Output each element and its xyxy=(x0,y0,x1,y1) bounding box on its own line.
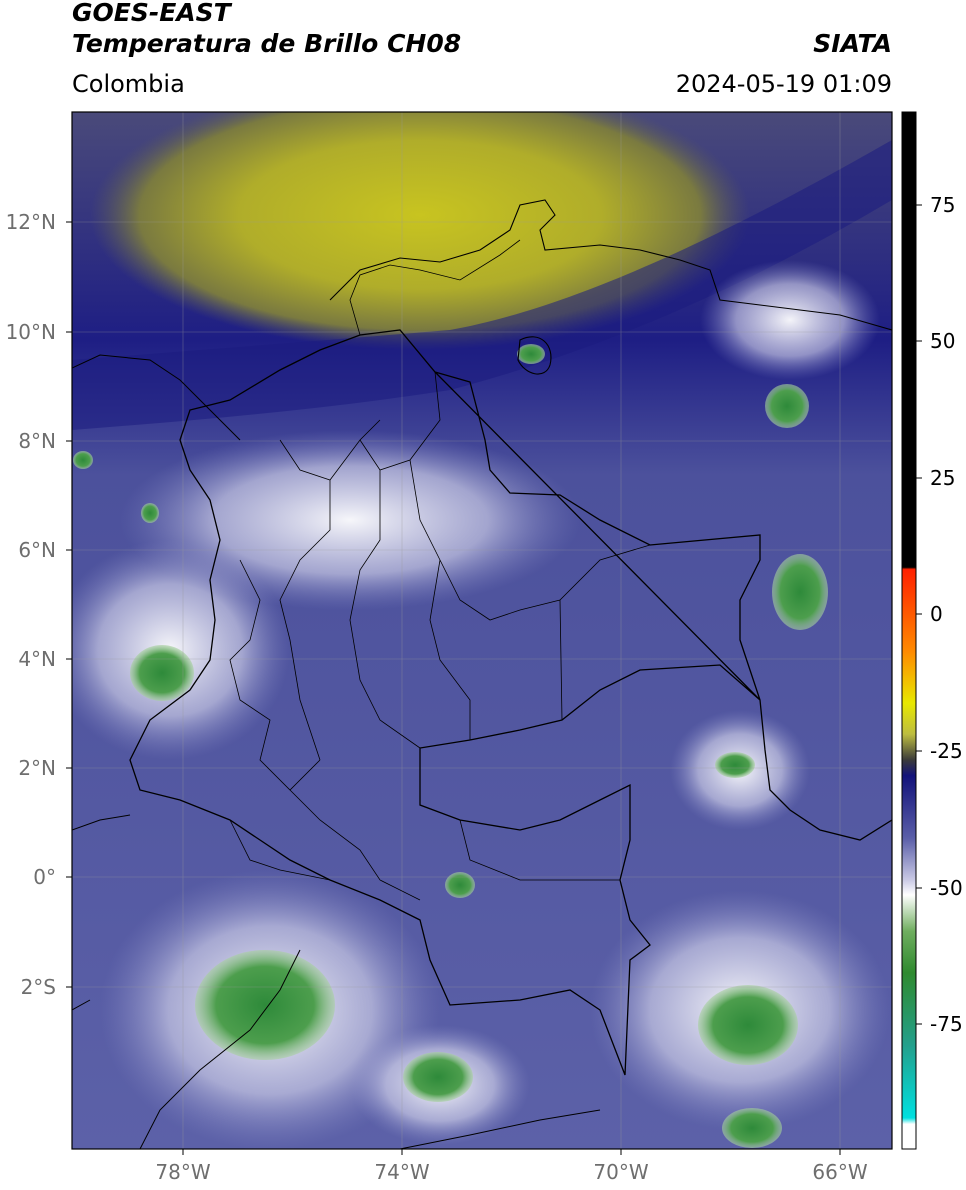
convective-core-ne xyxy=(765,384,809,428)
lat-tick-marks xyxy=(66,221,72,988)
lat-label-2n: 2°N xyxy=(18,756,56,780)
region-label: Colombia xyxy=(72,70,185,98)
colorbar-label-minus50: -50 xyxy=(930,876,963,900)
convective-core-small xyxy=(141,503,159,523)
colorbar-label-25: 25 xyxy=(930,466,956,490)
product-title: Temperatura de Brillo CH08 xyxy=(72,29,462,58)
colombia-border xyxy=(129,329,892,1076)
coastline-north xyxy=(329,199,892,331)
coastline-pacific xyxy=(72,354,601,1149)
satellite-title: GOES-EAST xyxy=(72,0,231,27)
convective-core-west xyxy=(130,645,194,701)
convective-core-small xyxy=(715,752,755,778)
convective-core-east xyxy=(772,554,828,630)
lat-label-2s: 2°S xyxy=(20,975,56,999)
convective-core-small xyxy=(517,344,545,364)
lat-label-0: 0° xyxy=(33,865,56,889)
lake-maracaibo xyxy=(517,336,552,375)
convective-core-sw xyxy=(195,950,335,1060)
gridlines xyxy=(72,112,892,1149)
cloud-cluster-west xyxy=(72,540,290,760)
lat-label-6n: 6°N xyxy=(18,538,56,562)
lon-label-74w: 74°W xyxy=(374,1160,430,1184)
convective-core-small xyxy=(73,451,93,469)
lat-label-12n: 12°N xyxy=(5,210,56,234)
convective-core-south xyxy=(403,1052,473,1102)
cloud-cluster-east xyxy=(700,260,880,380)
convective-core-bottom xyxy=(722,1108,782,1148)
dry-air-region xyxy=(90,112,750,350)
dark-band xyxy=(72,140,892,430)
colorbar-label-minus25: -25 xyxy=(930,739,963,763)
colorbar-label-0: 0 xyxy=(930,602,943,626)
colorbar-label-75: 75 xyxy=(930,193,956,217)
lon-label-70w: 70°W xyxy=(593,1160,649,1184)
source-label: SIATA xyxy=(813,29,892,58)
convective-core-se xyxy=(698,985,798,1065)
datetime-label: 2024-05-19 01:09 xyxy=(675,70,892,98)
internal-boundaries xyxy=(229,239,651,901)
lat-label-8n: 8°N xyxy=(18,429,56,453)
lon-label-78w: 78°W xyxy=(155,1160,211,1184)
map-frame xyxy=(71,111,893,1150)
colorbar xyxy=(901,111,917,1150)
lon-tick-marks xyxy=(182,1149,841,1155)
lat-label-4n: 4°N xyxy=(18,647,56,671)
colorbar-label-50: 50 xyxy=(930,329,956,353)
convective-core-small xyxy=(445,872,475,898)
colorbar-label-minus75: -75 xyxy=(930,1012,963,1036)
colorbar-ticks xyxy=(916,204,922,1025)
lat-label-10n: 10°N xyxy=(5,320,56,344)
lon-label-66w: 66°W xyxy=(812,1160,868,1184)
